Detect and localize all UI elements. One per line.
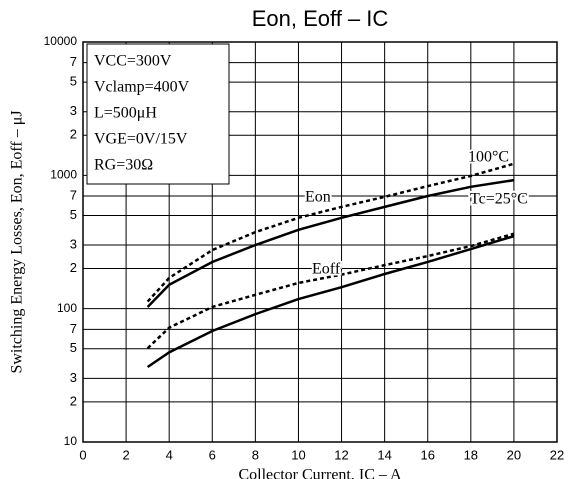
x-tick-label: 8 <box>252 447 259 462</box>
y-tick-label: 2 <box>70 127 77 142</box>
y-tick-label: 5 <box>70 340 77 355</box>
y-tick-label: 7 <box>70 54 77 69</box>
condition-label: VCC=300V <box>94 53 172 70</box>
y-tick-label: 3 <box>70 370 77 385</box>
condition-label: RG=30Ω <box>94 157 153 174</box>
annotation: Eon <box>305 189 331 206</box>
x-tick-label: 18 <box>464 447 478 462</box>
x-tick-label: 14 <box>377 447 391 462</box>
x-tick-label: 6 <box>209 447 216 462</box>
x-tick-label: 4 <box>166 447 173 462</box>
annotation: Eoff <box>312 261 341 278</box>
x-tick-label: 20 <box>507 447 521 462</box>
y-axis-label: Switching Energy Losses, Eon, Eoff – μJ <box>9 110 26 373</box>
y-tick-label: 3 <box>70 236 77 251</box>
y-tick-label: 5 <box>70 74 77 89</box>
series-line <box>146 234 515 369</box>
annotation: 100°C <box>468 149 509 166</box>
y-tick-label: 100 <box>57 301 77 315</box>
plot-frame <box>82 41 558 443</box>
y-tick-label: 2 <box>70 393 77 408</box>
x-tick-label: 12 <box>334 447 348 462</box>
y-tick-label: 5 <box>70 207 77 222</box>
condition-label: L=500μH <box>94 105 157 122</box>
x-tick-label: 22 <box>550 447 564 462</box>
annotation: Tc=25°C <box>470 191 528 208</box>
x-tick-label: 2 <box>122 447 129 462</box>
chart-title: Eon, Eoff – IC <box>252 6 389 31</box>
y-tick-label: 2 <box>70 260 77 275</box>
series-line <box>146 162 515 303</box>
x-tick-label: 0 <box>79 447 86 462</box>
y-tick-label: 7 <box>70 187 77 202</box>
condition-label: Vclamp=400V <box>94 79 190 96</box>
y-tick-label: 3 <box>70 103 77 118</box>
conditions-box <box>86 43 230 185</box>
condition-label: VGE=0V/15V <box>94 131 188 148</box>
x-axis-label: Collector Current, IC – A <box>238 467 402 479</box>
x-tick-label: 16 <box>420 447 434 462</box>
y-tick-label: 10 <box>64 434 78 448</box>
y-tick-label: 1000 <box>50 168 77 182</box>
y-tick-label: 7 <box>70 321 77 336</box>
x-tick-label: 10 <box>291 447 305 462</box>
series-line <box>146 178 515 308</box>
y-tick-label: 10000 <box>44 34 78 48</box>
